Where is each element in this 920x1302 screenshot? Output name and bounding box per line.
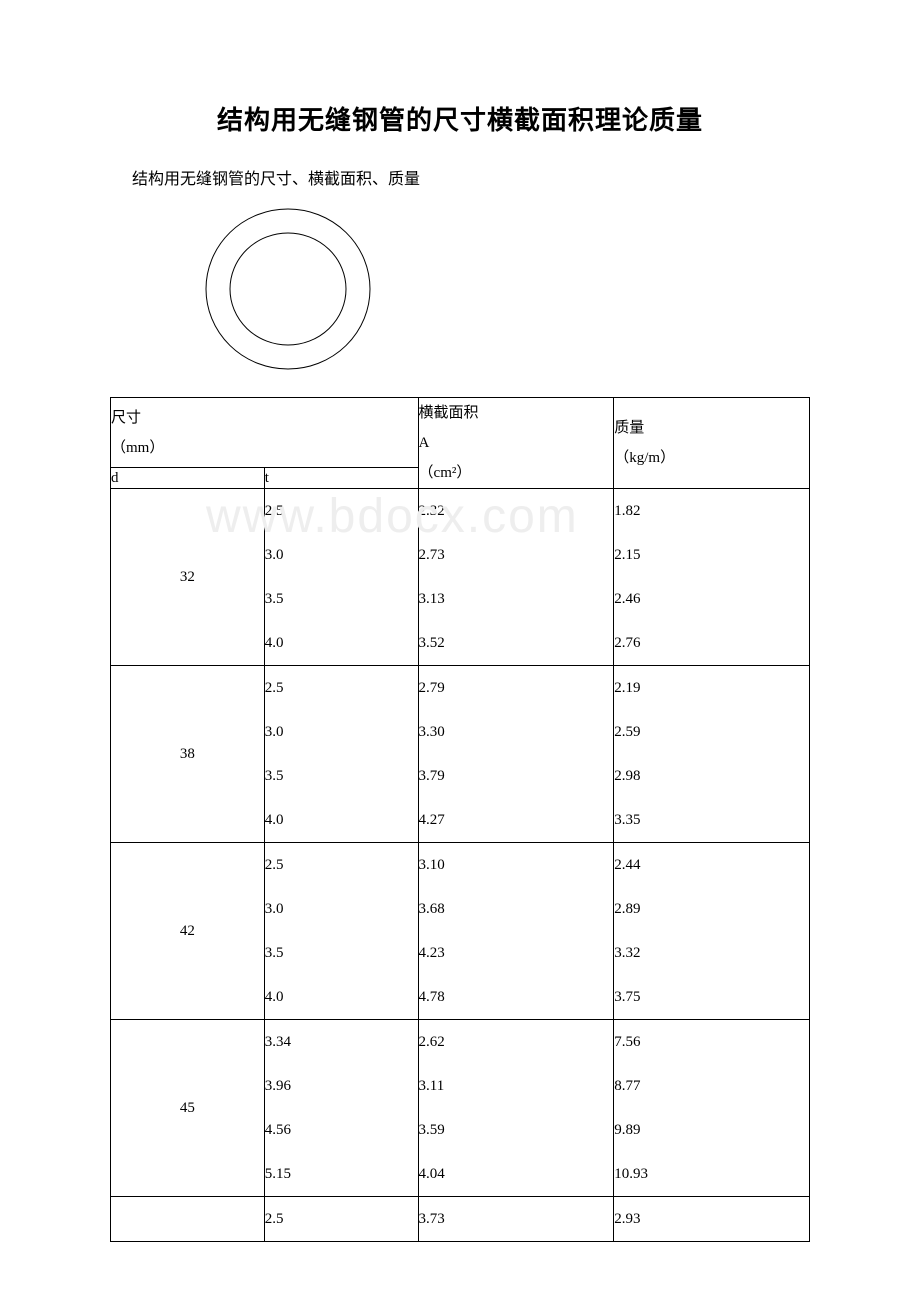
value-a: 2.32 xyxy=(419,489,614,533)
value-a: 4.78 xyxy=(419,975,614,1019)
value-t: 2.5 xyxy=(265,843,418,887)
value-m: 9.89 xyxy=(614,1108,809,1152)
value-m: 2.93 xyxy=(614,1197,809,1241)
cell-t: 2.5 xyxy=(264,1197,418,1242)
cell-a: 2.322.733.133.52 xyxy=(418,489,614,666)
header-size-unit: （mm） xyxy=(111,440,164,456)
header-area-unit: （cm²） xyxy=(419,465,472,481)
value-a: 3.79 xyxy=(419,754,614,798)
header-area-label: 横截面积 xyxy=(419,405,479,421)
value-m: 3.35 xyxy=(614,798,809,842)
value-m: 2.76 xyxy=(614,621,809,665)
header-mass: 质量 （kg/m） xyxy=(614,398,810,489)
value-t: 3.5 xyxy=(265,931,418,975)
value-a: 4.04 xyxy=(419,1152,614,1196)
value-m: 2.89 xyxy=(614,887,809,931)
value-t: 4.0 xyxy=(265,975,418,1019)
header-size-label: 尺寸 xyxy=(111,410,141,426)
value-a: 3.13 xyxy=(419,577,614,621)
value-t: 4.0 xyxy=(265,621,418,665)
document-page: 结构用无缝钢管的尺寸横截面积理论质量 结构用无缝钢管的尺寸、横截面积、质量 ww… xyxy=(0,0,920,1302)
value-t: 2.5 xyxy=(265,1197,418,1241)
value-a: 2.79 xyxy=(419,666,614,710)
value-m: 2.44 xyxy=(614,843,809,887)
value-a: 4.23 xyxy=(419,931,614,975)
value-t: 5.15 xyxy=(265,1152,418,1196)
cell-m: 2.192.592.983.35 xyxy=(614,666,810,843)
table-row: 2.53.732.93 xyxy=(111,1197,810,1242)
value-m: 2.98 xyxy=(614,754,809,798)
header-area-symbol: A xyxy=(419,435,430,451)
value-m: 7.56 xyxy=(614,1020,809,1064)
cell-t: 2.53.03.54.0 xyxy=(264,666,418,843)
cell-a: 3.103.684.234.78 xyxy=(418,843,614,1020)
value-m: 2.19 xyxy=(614,666,809,710)
header-t: t xyxy=(264,468,418,489)
value-t: 2.5 xyxy=(265,489,418,533)
table-header-row-1: 尺寸 （mm） 横截面积 A （cm²） 质量 （kg/m） xyxy=(111,398,810,468)
value-m: 2.15 xyxy=(614,533,809,577)
cell-d: 45 xyxy=(111,1020,265,1197)
value-a: 3.68 xyxy=(419,887,614,931)
page-subtitle: 结构用无缝钢管的尺寸、横截面积、质量 xyxy=(110,165,810,189)
value-m: 2.46 xyxy=(614,577,809,621)
header-d: d xyxy=(111,468,265,489)
value-m: 2.59 xyxy=(614,710,809,754)
cell-t: 2.53.03.54.0 xyxy=(264,489,418,666)
header-area: 横截面积 A （cm²） xyxy=(418,398,614,489)
page-title: 结构用无缝钢管的尺寸横截面积理论质量 xyxy=(110,100,810,137)
cell-a: 2.793.303.794.27 xyxy=(418,666,614,843)
cell-d: 42 xyxy=(111,843,265,1020)
value-m: 3.75 xyxy=(614,975,809,1019)
cell-d: 32 xyxy=(111,489,265,666)
cell-d xyxy=(111,1197,265,1242)
value-a: 4.27 xyxy=(419,798,614,842)
value-t: 3.0 xyxy=(265,887,418,931)
pipe-spec-table: 尺寸 （mm） 横截面积 A （cm²） 质量 （kg/m） d t 322.5… xyxy=(110,397,810,1242)
value-t: 4.56 xyxy=(265,1108,418,1152)
value-t: 3.5 xyxy=(265,754,418,798)
value-t: 3.96 xyxy=(265,1064,418,1108)
value-a: 3.11 xyxy=(419,1064,614,1108)
value-t: 3.0 xyxy=(265,533,418,577)
cell-a: 2.623.113.594.04 xyxy=(418,1020,614,1197)
value-a: 3.30 xyxy=(419,710,614,754)
value-a: 3.59 xyxy=(419,1108,614,1152)
table-row: 422.53.03.54.03.103.684.234.782.442.893.… xyxy=(111,843,810,1020)
cell-m: 1.822.152.462.76 xyxy=(614,489,810,666)
pipe-cross-section-diagram xyxy=(198,199,378,379)
value-t: 4.0 xyxy=(265,798,418,842)
value-m: 1.82 xyxy=(614,489,809,533)
header-mass-label: 质量 xyxy=(614,420,644,436)
value-t: 2.5 xyxy=(265,666,418,710)
cell-m: 2.93 xyxy=(614,1197,810,1242)
value-m: 3.32 xyxy=(614,931,809,975)
cell-m: 2.442.893.323.75 xyxy=(614,843,810,1020)
cell-t: 2.53.03.54.0 xyxy=(264,843,418,1020)
cell-a: 3.73 xyxy=(418,1197,614,1242)
value-a: 3.73 xyxy=(419,1197,614,1241)
ring-icon xyxy=(198,199,378,379)
value-m: 8.77 xyxy=(614,1064,809,1108)
table-row: 453.343.964.565.152.623.113.594.047.568.… xyxy=(111,1020,810,1197)
header-size: 尺寸 （mm） xyxy=(111,398,419,468)
value-a: 3.10 xyxy=(419,843,614,887)
value-a: 2.73 xyxy=(419,533,614,577)
cell-d: 38 xyxy=(111,666,265,843)
cell-m: 7.568.779.8910.93 xyxy=(614,1020,810,1197)
value-a: 3.52 xyxy=(419,621,614,665)
table-row: 322.53.03.54.02.322.733.133.521.822.152.… xyxy=(111,489,810,666)
value-m: 10.93 xyxy=(614,1152,809,1196)
value-t: 3.34 xyxy=(265,1020,418,1064)
cell-t: 3.343.964.565.15 xyxy=(264,1020,418,1197)
value-a: 2.62 xyxy=(419,1020,614,1064)
table-row: 382.53.03.54.02.793.303.794.272.192.592.… xyxy=(111,666,810,843)
header-mass-unit: （kg/m） xyxy=(614,450,675,466)
value-t: 3.5 xyxy=(265,577,418,621)
value-t: 3.0 xyxy=(265,710,418,754)
